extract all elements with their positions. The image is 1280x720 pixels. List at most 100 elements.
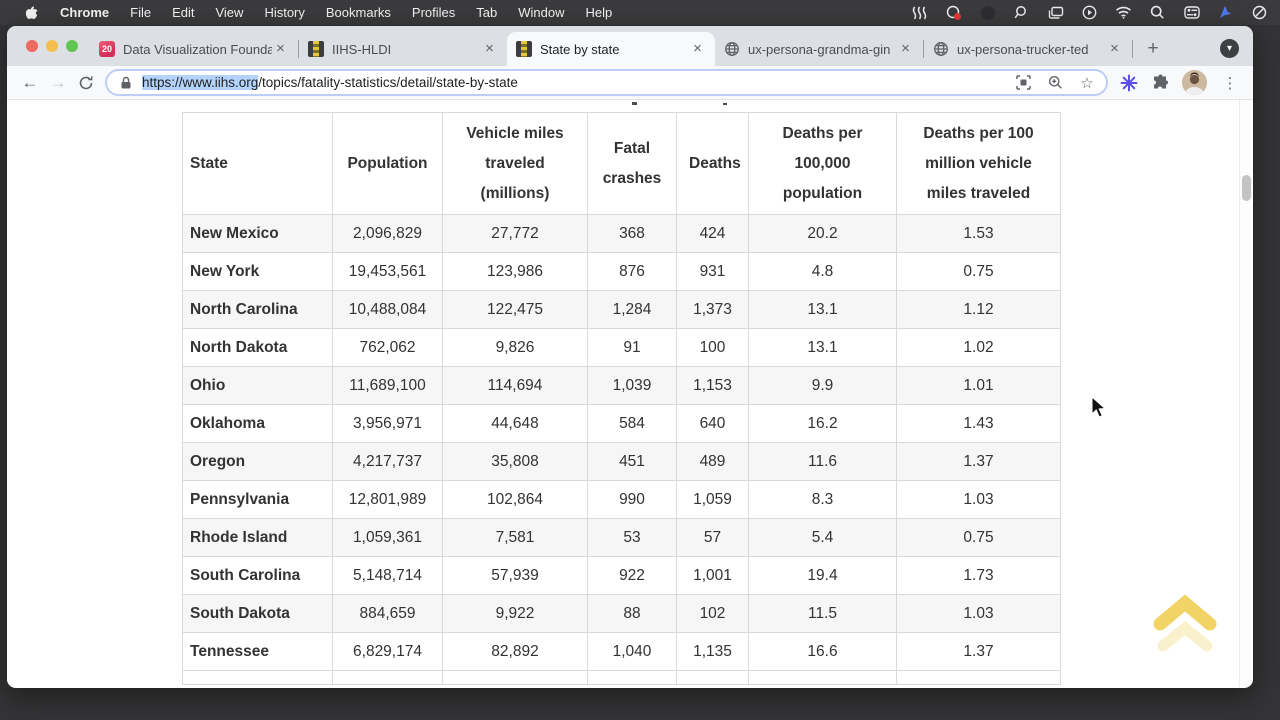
population-cell: 884,659: [332, 594, 443, 633]
magnifier-app-icon[interactable]: [1013, 4, 1030, 21]
bookmark-star-icon[interactable]: ☆: [1080, 74, 1094, 92]
fatal-crashes-cell: 91: [587, 328, 677, 367]
vmt-cell: 102,864: [442, 480, 588, 519]
deaths-per-vmt-cell: 1.01: [896, 366, 1061, 405]
state-cell: Pennsylvania: [182, 480, 333, 519]
population-cell: 5,148,714: [332, 556, 443, 595]
badge-20-favicon: 20: [99, 41, 115, 57]
screen-capture-icon[interactable]: [1014, 74, 1032, 92]
vmt-cell: 44,648: [442, 404, 588, 443]
back-icon[interactable]: ←: [21, 72, 39, 92]
table-row: Oregon 4,217,737 35,808 451 489 11.6 1.3…: [182, 442, 1061, 481]
tab-title: IIHS-HLDI: [332, 41, 392, 57]
menu-item-help[interactable]: Help: [585, 5, 613, 20]
scrollbar-track[interactable]: [1239, 100, 1253, 687]
vmt-cell: 122,475: [442, 290, 588, 329]
app-waves-icon[interactable]: [911, 4, 928, 21]
clipped-heading-fragment: [723, 103, 727, 105]
minimize-window-button[interactable]: [46, 40, 58, 52]
tab-ux-persona-grandma[interactable]: ux-persona-grandma-gin ×: [715, 32, 923, 66]
tab-separator: [1132, 40, 1133, 58]
url-text: https://www.iihs.org/topics/fatality-sta…: [142, 75, 518, 90]
tab-search-button[interactable]: ▾: [1220, 39, 1239, 58]
tab-data-visualization[interactable]: 20 Data Visualization Founda ×: [90, 32, 298, 66]
fatal-crashes-cell: 451: [587, 442, 677, 481]
clipped-table-row: [182, 670, 1061, 685]
extensions-puzzle-icon[interactable]: [1151, 74, 1169, 92]
lock-icon[interactable]: [117, 74, 135, 92]
close-tab-icon[interactable]: ×: [485, 39, 494, 57]
mission-control-icon[interactable]: [1047, 4, 1064, 21]
fatal-crashes-cell: 368: [587, 214, 677, 253]
menu-item-file[interactable]: File: [130, 5, 152, 20]
menu-item-chrome[interactable]: Chrome: [60, 5, 110, 20]
deaths-cell: 1,001: [676, 556, 749, 595]
vmt-cell: 82,892: [442, 632, 588, 671]
profile-avatar[interactable]: [1182, 70, 1207, 95]
color-app-icon[interactable]: [1217, 4, 1234, 21]
vmt-cell: 123,986: [442, 252, 588, 291]
screen-record-badge-icon[interactable]: [945, 4, 962, 21]
tab-iihs-hldi[interactable]: IIHS-HLDI ×: [299, 32, 507, 66]
menu-item-history[interactable]: History: [264, 5, 305, 20]
close-tab-icon[interactable]: ×: [1110, 39, 1119, 57]
deaths-per-pop-cell: 4.8: [748, 252, 897, 291]
close-tab-icon[interactable]: ×: [693, 39, 702, 57]
close-tab-icon[interactable]: ×: [901, 39, 910, 57]
tab-title: State by state: [540, 41, 620, 57]
forward-icon[interactable]: →: [49, 72, 67, 92]
clipped-heading-fragment: [632, 102, 637, 105]
vmt-cell: 114,694: [442, 366, 588, 405]
deaths-per-vmt-cell: 1.53: [896, 214, 1061, 253]
table-body: New Mexico 2,096,829 27,772 368 424 20.2…: [182, 214, 1061, 671]
menu-item-tab[interactable]: Tab: [476, 5, 498, 20]
browser-menu-kebab-icon[interactable]: ⋮: [1222, 74, 1238, 92]
table-header: State Population Vehicle miles traveled …: [182, 112, 1061, 215]
back-to-top-button[interactable]: [1153, 594, 1217, 654]
population-cell: 4,217,737: [332, 442, 443, 481]
zoom-in-icon[interactable]: [1046, 74, 1064, 92]
play-circle-icon[interactable]: [1081, 4, 1098, 21]
deaths-per-pop-cell: 5.4: [748, 518, 897, 557]
state-cell: South Carolina: [182, 556, 333, 595]
reload-icon[interactable]: [72, 69, 100, 97]
state-cell: Ohio: [182, 366, 333, 405]
menu-item-profiles[interactable]: Profiles: [411, 5, 456, 20]
vmt-cell: 9,826: [442, 328, 588, 367]
menu-item-edit[interactable]: Edit: [172, 5, 195, 20]
globe-favicon: [933, 41, 949, 57]
vmt-cell: 9,922: [442, 594, 588, 633]
iihs-road-favicon: [308, 41, 324, 57]
browser-toolbar: ← → https://www.iihs.org/topics/fatality…: [7, 66, 1253, 100]
tab-ux-persona-trucker[interactable]: ux-persona-trucker-ted ×: [924, 32, 1132, 66]
state-cell: New York: [182, 252, 333, 291]
close-tab-icon[interactable]: ×: [276, 39, 285, 57]
table-row: Tennessee 6,829,174 82,892 1,040 1,135 1…: [182, 632, 1061, 671]
dimmed-app-icon[interactable]: [979, 4, 996, 21]
tab-separator: [923, 40, 924, 58]
menu-item-window[interactable]: Window: [518, 5, 565, 20]
scrollbar-thumb[interactable]: [1242, 175, 1251, 201]
fatal-crashes-cell: 88: [587, 594, 677, 633]
deaths-cell: 424: [676, 214, 749, 253]
menu-item-view[interactable]: View: [215, 5, 244, 20]
deaths-cell: 102: [676, 594, 749, 633]
address-bar[interactable]: https://www.iihs.org/topics/fatality-sta…: [105, 69, 1108, 96]
zoom-window-button[interactable]: [66, 40, 78, 52]
population-cell: 12,801,989: [332, 480, 443, 519]
fatal-crashes-cell: 1,039: [587, 366, 677, 405]
do-not-disturb-icon[interactable]: [1251, 4, 1268, 21]
table-row: North Carolina 10,488,084 122,475 1,284 …: [182, 290, 1061, 329]
control-center-icon[interactable]: [1183, 4, 1200, 21]
spotlight-search-icon[interactable]: [1149, 4, 1166, 21]
menu-item-bookmarks[interactable]: Bookmarks: [325, 5, 391, 20]
url-rest-text: /topics/fatality-statistics/detail/state…: [258, 75, 518, 90]
tab-state-by-state[interactable]: State by state ×: [507, 32, 715, 66]
new-tab-button[interactable]: +: [1147, 38, 1159, 59]
apple-logo-icon[interactable]: [22, 4, 39, 21]
wifi-icon[interactable]: [1115, 4, 1132, 21]
deaths-cell: 931: [676, 252, 749, 291]
extension-snowflake-icon[interactable]: [1120, 74, 1138, 92]
close-window-button[interactable]: [26, 40, 38, 52]
deaths-per-vmt-cell: 1.12: [896, 290, 1061, 329]
